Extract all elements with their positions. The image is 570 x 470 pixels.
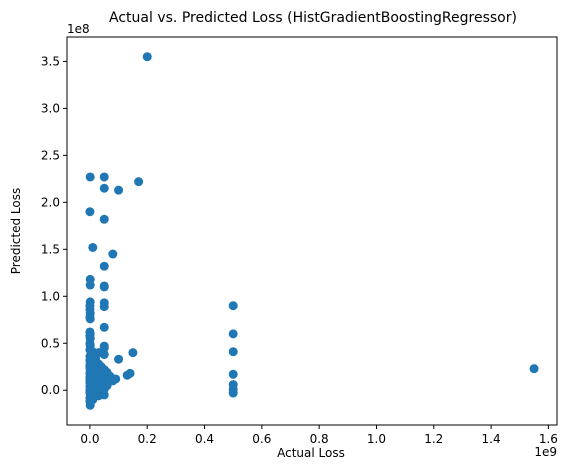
x-tick-label-4: 0.8 <box>310 432 329 446</box>
y-tick-label-4: 2.0 <box>41 195 60 209</box>
data-point-18 <box>99 302 109 312</box>
y-tick-label-2: 1.0 <box>41 289 60 303</box>
data-point-3 <box>114 185 124 195</box>
y-tick-label-0: 0.0 <box>41 383 60 397</box>
data-point-93 <box>529 364 539 374</box>
x-tick-label-0: 0.0 <box>80 432 99 446</box>
x-axis-label: Actual Loss <box>277 446 345 460</box>
data-point-14 <box>99 282 109 292</box>
x-ticks: 0.0 0.2 0.4 0.6 0.8 1.0 1.2 1.4 1.6 <box>80 425 558 446</box>
data-point-9 <box>108 249 118 259</box>
data-point-87 <box>228 329 238 339</box>
data-point-23 <box>99 322 109 332</box>
y-tick-label-5: 2.5 <box>41 148 60 162</box>
data-point-12 <box>85 280 95 290</box>
data-point-38 <box>114 354 124 364</box>
y-tick-label-7: 3.5 <box>41 54 60 68</box>
x-tick-label-6: 1.2 <box>424 432 443 446</box>
data-point-10 <box>99 261 109 271</box>
y-ticks: 0.0 0.5 1.0 1.5 2.0 2.5 3.0 3.5 <box>41 54 67 397</box>
y-tick-label-1: 0.5 <box>41 336 60 350</box>
data-point-2 <box>99 183 109 193</box>
data-point-92 <box>228 388 238 398</box>
data-point-86 <box>228 301 238 311</box>
y-tick-label-3: 1.5 <box>41 242 60 256</box>
data-point-0 <box>85 172 95 182</box>
x-tick-label-5: 1.0 <box>367 432 386 446</box>
x-tick-label-1: 0.2 <box>138 432 157 446</box>
data-point-88 <box>228 347 238 357</box>
data-point-22 <box>85 314 95 324</box>
plot-frame <box>66 36 558 426</box>
data-point-4 <box>134 177 144 187</box>
x-tick-label-3: 0.6 <box>252 432 271 446</box>
data-point-1 <box>99 172 109 182</box>
data-point-8 <box>88 242 98 252</box>
data-point-85 <box>111 374 121 384</box>
y-axis-label: Predicted Loss <box>9 188 23 274</box>
data-point-35 <box>99 350 109 360</box>
data-point-6 <box>85 207 95 217</box>
y-offset-label: 1e8 <box>67 22 90 36</box>
x-tick-label-2: 0.4 <box>195 432 214 446</box>
data-point-7 <box>99 214 109 224</box>
data-point-82 <box>85 400 95 410</box>
data-point-84 <box>125 368 135 378</box>
data-point-89 <box>228 369 238 379</box>
data-point-39 <box>128 348 138 358</box>
x-offset-label: 1e9 <box>534 445 557 459</box>
points-layer <box>85 52 539 410</box>
chart-title: Actual vs. Predicted Loss (HistGradientB… <box>109 10 517 26</box>
y-tick-label-6: 3.0 <box>41 101 60 115</box>
data-point-78 <box>99 390 109 400</box>
data-point-5 <box>142 52 152 62</box>
x-tick-label-7: 1.4 <box>482 432 501 446</box>
x-tick-label-8: 1.6 <box>539 432 558 446</box>
